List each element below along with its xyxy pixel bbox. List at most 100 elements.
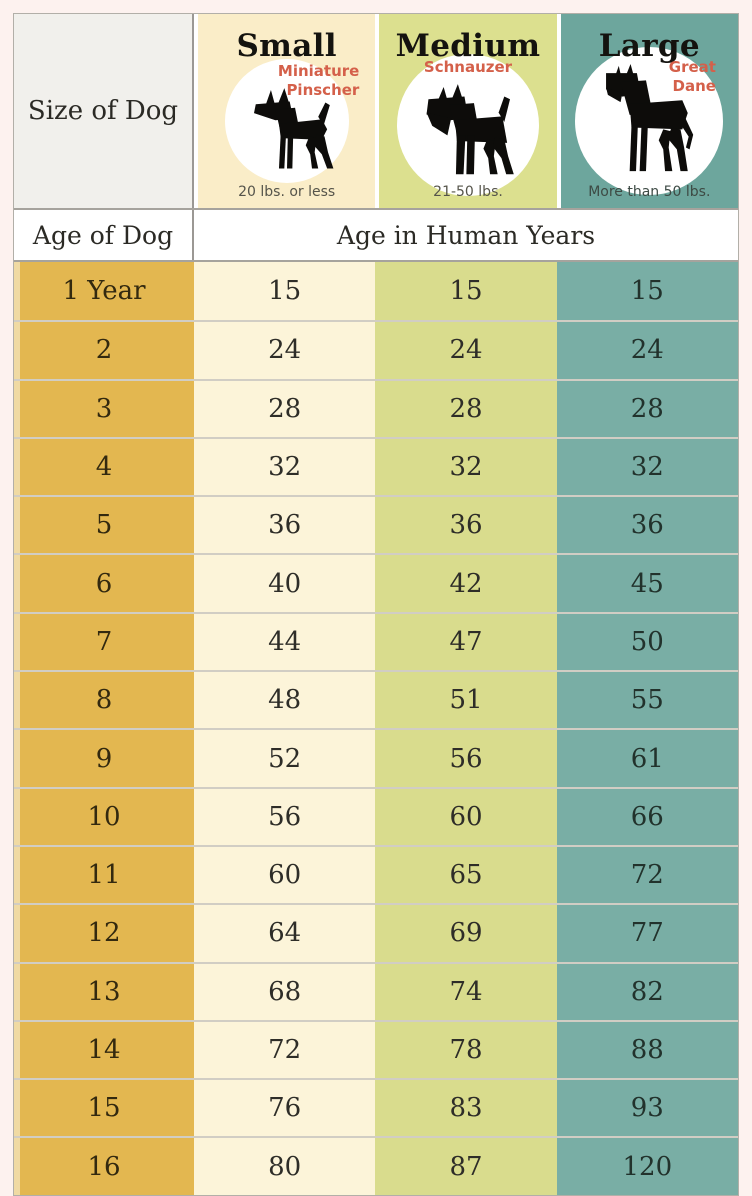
medium-value-cell: 83 (375, 1080, 557, 1137)
medium-value-cell: 87 (375, 1138, 557, 1195)
large-value-cell: 45 (556, 555, 738, 612)
table-row: 14 72 78 88 (14, 1019, 738, 1079)
table-row: 8 48 51 55 (14, 670, 738, 729)
small-value-cell: 32 (194, 438, 376, 496)
age-cell: 5 (14, 497, 194, 554)
medium-value-cell: 56 (375, 730, 557, 787)
size-column-medium: Medium Schnauzer 21 (379, 14, 557, 208)
medium-value-cell: 28 (375, 380, 557, 437)
age-cell: 16 (14, 1138, 194, 1195)
large-value-cell: 15 (556, 262, 738, 321)
age-cell: 15 (14, 1080, 194, 1137)
dog-age-chart: Size of Dog Small Miniature Pinscher (13, 13, 739, 1196)
large-value-cell: 36 (556, 497, 738, 554)
medium-value-cell: 24 (375, 322, 557, 379)
small-value-cell: 52 (194, 730, 376, 787)
age-header-row: Age of Dog Age in Human Years (14, 208, 738, 262)
schnauzer-icon (400, 82, 528, 182)
age-cell: 8 (14, 672, 194, 729)
table-row: 13 68 74 82 (14, 961, 738, 1020)
table-body: 1 Year 15 15 15 2 24 24 24 3 28 28 28 4 32 32 32 5 36 36 36… (14, 262, 738, 1195)
small-value-cell: 24 (194, 322, 376, 379)
small-breed-label: Miniature Pinscher (278, 62, 359, 100)
small-value-cell: 72 (194, 1021, 376, 1079)
small-value-cell: 68 (194, 963, 376, 1020)
medium-value-cell: 74 (375, 963, 557, 1020)
small-value-cell: 48 (194, 672, 376, 729)
table-row: 2 24 24 24 (14, 320, 738, 379)
table-row: 3 28 28 28 (14, 378, 738, 437)
small-column-title: Small (236, 28, 337, 64)
medium-value-cell: 60 (375, 788, 557, 845)
age-cell: 7 (14, 613, 194, 671)
large-value-cell: 28 (556, 380, 738, 437)
medium-value-cell: 65 (375, 846, 557, 904)
large-value-cell: 24 (556, 322, 738, 379)
small-value-cell: 40 (194, 555, 376, 612)
small-value-cell: 76 (194, 1080, 376, 1137)
small-value-cell: 28 (194, 380, 376, 437)
medium-value-cell: 36 (375, 497, 557, 554)
age-cell: 10 (14, 788, 194, 845)
size-column-large: Large Great Dane (560, 14, 738, 208)
size-of-dog-label: Size of Dog (14, 14, 194, 208)
small-weight-label: 20 lbs. or less (238, 184, 336, 200)
small-value-cell: 15 (194, 262, 376, 321)
medium-value-cell: 42 (375, 555, 557, 612)
table-row: 7 44 47 50 (14, 611, 738, 671)
age-cell: 9 (14, 730, 194, 787)
age-cell: 2 (14, 322, 194, 379)
large-value-cell: 66 (556, 788, 738, 845)
great-dane-icon (570, 64, 712, 182)
large-value-cell: 77 (556, 905, 738, 962)
table-row: 10 56 60 66 (14, 786, 738, 845)
table-row: 9 52 56 61 (14, 728, 738, 787)
size-column-small: Small Miniature Pinscher (198, 14, 376, 208)
breed-line: Miniature (277, 62, 360, 80)
age-cell: 6 (14, 555, 194, 612)
large-value-cell: 93 (556, 1080, 738, 1137)
medium-value-cell: 47 (375, 613, 557, 671)
medium-value-cell: 69 (375, 905, 557, 962)
table-row: 4 32 32 32 (14, 436, 738, 496)
table-row: 16 80 87 120 (14, 1136, 738, 1195)
miniature-pinscher-icon (229, 86, 345, 176)
small-value-cell: 64 (194, 905, 376, 962)
small-value-cell: 80 (194, 1138, 376, 1195)
large-weight-label: More than 50 lbs. (588, 184, 711, 200)
small-value-cell: 60 (194, 846, 376, 904)
table-row: 11 60 65 72 (14, 844, 738, 904)
age-of-dog-label: Age of Dog (14, 210, 194, 260)
small-value-cell: 36 (194, 497, 376, 554)
large-value-cell: 72 (556, 846, 738, 904)
age-in-human-years-label: Age in Human Years (336, 220, 596, 250)
small-value-cell: 44 (194, 613, 376, 671)
medium-value-cell: 32 (375, 438, 557, 496)
large-value-cell: 50 (556, 613, 738, 671)
small-value-cell: 56 (194, 788, 376, 845)
table-row: 12 64 69 77 (14, 903, 738, 962)
table-row: 5 36 36 36 (14, 495, 738, 554)
age-cell: 3 (14, 380, 194, 437)
large-value-cell: 32 (556, 438, 738, 496)
large-column-title: Large (598, 28, 700, 64)
breed-line: Great (668, 58, 716, 76)
age-cell: 12 (14, 905, 194, 962)
large-value-cell: 55 (556, 672, 738, 729)
large-value-cell: 61 (556, 730, 738, 787)
medium-value-cell: 15 (375, 262, 557, 321)
breed-line: Schnauzer (423, 58, 513, 76)
medium-value-cell: 51 (375, 672, 557, 729)
large-value-cell: 88 (556, 1021, 738, 1079)
breed-line: Dane (672, 76, 716, 95)
age-cell: 4 (14, 438, 194, 496)
large-breed-label: Great Dane (669, 58, 716, 96)
large-value-cell: 120 (556, 1138, 738, 1195)
age-cell: 13 (14, 963, 194, 1020)
large-value-cell: 82 (556, 963, 738, 1020)
medium-column-title: Medium (395, 28, 541, 64)
age-cell: 14 (14, 1021, 194, 1079)
breed-line: Pinscher (286, 80, 360, 99)
table-row: 1 Year 15 15 15 (14, 262, 738, 321)
medium-weight-label: 21-50 lbs. (433, 184, 503, 200)
